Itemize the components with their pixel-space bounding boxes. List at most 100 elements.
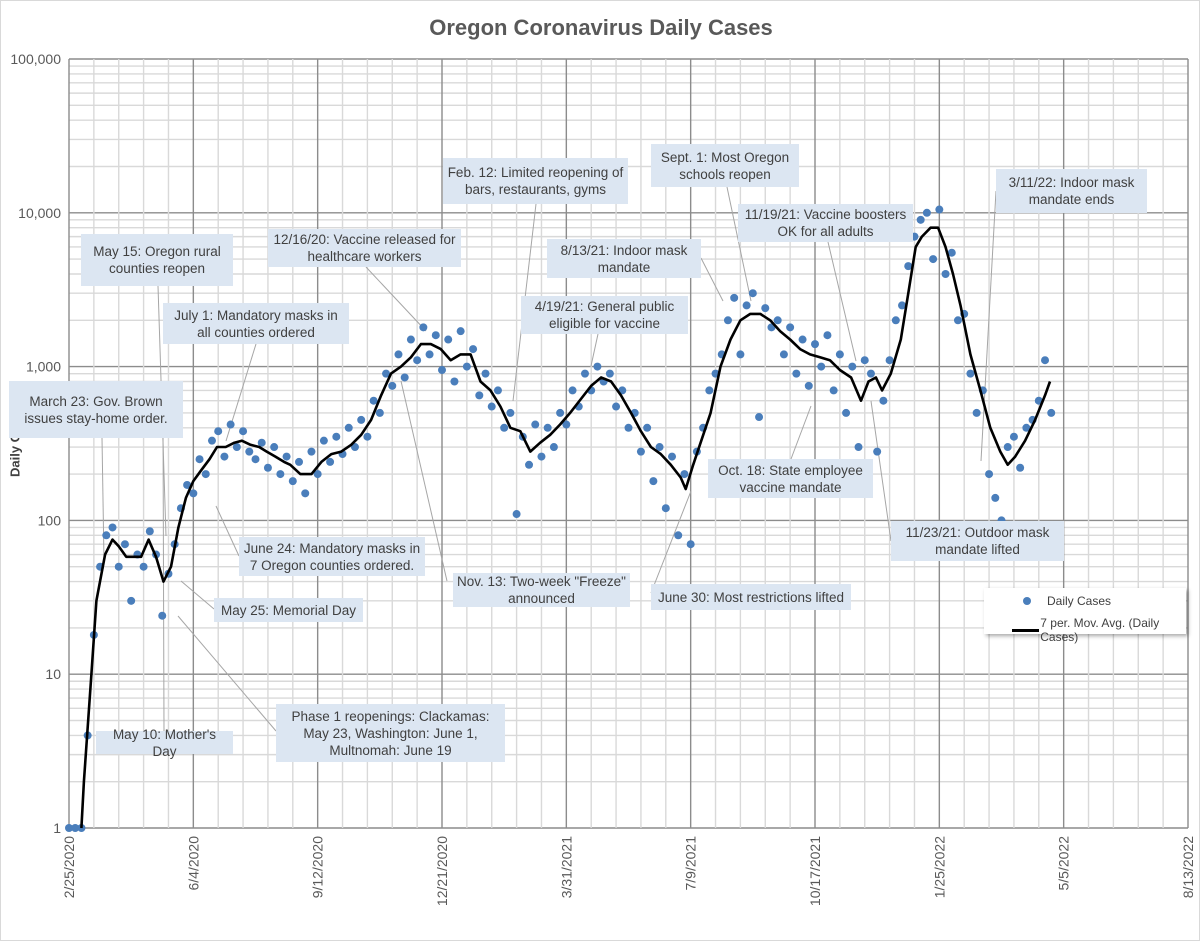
daily-case-point — [723, 316, 732, 325]
daily-case-point — [543, 423, 552, 432]
daily-case-point — [879, 396, 888, 405]
daily-case-point — [220, 452, 229, 461]
x-tick-label: 12/21/2020 — [434, 836, 450, 906]
x-tick-label: 9/12/2020 — [310, 836, 326, 898]
daily-case-point — [1041, 356, 1050, 365]
y-tick-label: 10,000 — [18, 205, 61, 221]
y-tick-label: 1 — [53, 820, 61, 836]
daily-case-point — [450, 377, 459, 386]
daily-case-point — [394, 350, 403, 359]
daily-case-point — [158, 611, 167, 620]
daily-case-point — [108, 523, 117, 532]
daily-case-point — [525, 460, 534, 469]
legend-entry-moving-average: 7 per. Mov. Avg. (Daily Cases) — [984, 616, 1186, 644]
daily-case-point — [842, 408, 851, 417]
legend: Daily Cases 7 per. Mov. Avg. (Daily Case… — [984, 588, 1186, 644]
daily-case-point — [319, 436, 328, 445]
daily-case-point — [276, 470, 285, 479]
daily-case-point — [145, 527, 154, 536]
annotation-freeze: Nov. 13: Two-week "Freeze" announced — [453, 573, 630, 607]
daily-case-point — [686, 540, 695, 549]
daily-case-point — [755, 413, 764, 422]
x-tick-label: 3/31/2021 — [558, 836, 574, 898]
daily-case-point — [207, 436, 216, 445]
daily-case-point — [916, 215, 925, 224]
daily-case-point — [985, 470, 994, 479]
y-tick-label: 1,000 — [26, 359, 61, 375]
annotation-memorial-day: May 25: Memorial Day — [214, 598, 363, 622]
daily-case-point — [313, 470, 322, 479]
daily-case-point — [500, 423, 509, 432]
daily-case-point — [431, 331, 440, 340]
y-tick-label: 100,000 — [10, 51, 61, 67]
daily-case-point — [189, 489, 198, 498]
daily-case-point — [742, 301, 751, 310]
daily-case-point — [239, 427, 248, 436]
daily-case-point — [120, 540, 129, 549]
annotation-phase1-reopenings: Phase 1 reopenings: Clackamas: May 23, W… — [276, 704, 505, 762]
daily-case-point — [811, 340, 819, 349]
daily-case-point — [568, 386, 577, 395]
daily-case-point — [904, 262, 913, 271]
daily-case-point — [649, 477, 658, 486]
daily-case-point — [475, 391, 484, 400]
leader-line — [215, 505, 240, 557]
leader-line — [700, 257, 724, 302]
daily-case-point — [257, 438, 266, 447]
daily-case-point — [282, 452, 291, 461]
daily-case-point — [307, 447, 316, 456]
daily-case-point — [481, 369, 490, 378]
daily-case-point — [736, 350, 745, 359]
daily-case-point — [935, 205, 944, 214]
leader-line — [870, 400, 892, 542]
daily-case-point — [245, 447, 254, 456]
legend-label: Daily Cases — [1047, 594, 1112, 608]
daily-case-point — [469, 345, 478, 354]
daily-case-point — [270, 443, 279, 452]
daily-case-point — [991, 493, 1000, 502]
daily-case-point — [301, 489, 310, 498]
daily-case-point — [413, 356, 422, 365]
leader-line — [101, 437, 105, 562]
x-tick-label: 7/9/2021 — [683, 836, 699, 891]
leader-line — [650, 490, 692, 594]
daily-case-point — [350, 443, 359, 452]
daily-case-point — [382, 369, 391, 378]
annotation-schools-reopen: Sept. 1: Most Oregon schools reopen — [651, 144, 799, 187]
daily-case-point — [1009, 432, 1018, 441]
daily-case-point — [941, 270, 950, 279]
annotation-vaccine-released: 12/16/20: Vaccine released for healthcar… — [268, 229, 461, 267]
legend-marker-line — [1012, 628, 1040, 632]
daily-case-point — [655, 443, 664, 452]
daily-case-point — [854, 443, 863, 452]
daily-case-point — [549, 443, 558, 452]
daily-case-point — [369, 396, 378, 405]
daily-case-point — [388, 381, 397, 390]
daily-case-point — [680, 470, 689, 479]
daily-case-point — [456, 327, 465, 336]
daily-case-point — [668, 452, 677, 461]
annotation-state-employee-mandate: Oct. 18: State employee vaccine mandate — [708, 459, 873, 498]
daily-case-point — [636, 447, 645, 456]
daily-case-point — [1003, 443, 1012, 452]
annotation-indoor-mask-mandate: 8/13/21: Indoor mask mandate — [547, 239, 701, 278]
daily-case-point — [612, 402, 621, 411]
leader-line — [790, 405, 812, 460]
daily-case-point — [183, 480, 192, 489]
daily-case-point — [953, 316, 962, 325]
leader-line — [980, 190, 997, 462]
y-tick-label: 100 — [38, 512, 62, 528]
daily-case-point — [487, 402, 496, 411]
daily-case-point — [593, 362, 602, 371]
y-tick-label: 10 — [45, 666, 61, 682]
daily-case-point — [643, 423, 652, 432]
x-tick-label: 10/17/2021 — [807, 836, 823, 906]
daily-case-point — [898, 301, 907, 310]
daily-case-point — [493, 386, 502, 395]
daily-case-point — [885, 356, 894, 365]
daily-case-point — [406, 335, 415, 344]
daily-case-point — [866, 369, 875, 378]
daily-case-point — [462, 362, 471, 371]
daily-case-point — [624, 423, 633, 432]
daily-case-point — [400, 373, 409, 382]
